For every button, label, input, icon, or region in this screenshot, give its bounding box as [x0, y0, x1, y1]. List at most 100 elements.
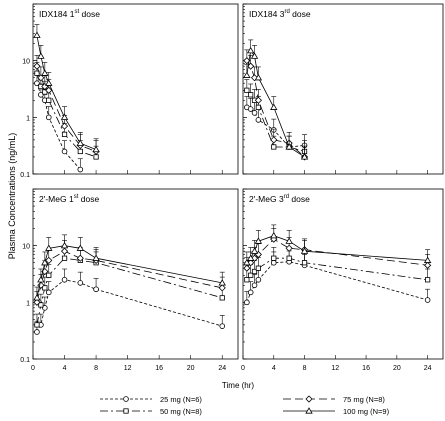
y-tick-label: 10 — [22, 59, 30, 66]
series-s25 — [34, 268, 226, 335]
legend-entry-s75: 75 mg (N=8) — [283, 395, 385, 404]
legend-label: 75 mg (N=8) — [343, 395, 385, 404]
data-point — [76, 244, 85, 251]
legend-marker — [305, 395, 313, 403]
series-s50 — [34, 62, 99, 160]
data-point — [423, 256, 432, 263]
data-point — [424, 297, 431, 303]
data-point — [254, 237, 263, 244]
y-tick-label: 1 — [26, 115, 30, 122]
series-s75 — [243, 49, 309, 161]
series-line-s50 — [36, 257, 223, 325]
data-point — [286, 255, 292, 261]
series-line-s25 — [36, 83, 81, 170]
data-point — [60, 113, 69, 120]
x-tick-label: 12 — [124, 365, 132, 372]
panel-top-left: 0.1 1 10 IDX184 1st dose — [20, 3, 239, 179]
data-point — [37, 74, 45, 82]
panel-title: IDX184 3rd dose — [249, 9, 311, 19]
data-point — [34, 80, 40, 87]
data-point — [250, 247, 259, 254]
data-point — [425, 277, 431, 283]
y-tick-label: 10 — [22, 244, 30, 251]
data-point — [251, 282, 258, 289]
panel-title-tail: dose — [290, 9, 311, 19]
data-point — [270, 259, 277, 266]
legend-entry-s100: 100 mg (N=9) — [283, 407, 390, 416]
data-point — [77, 280, 84, 286]
data-point — [248, 272, 254, 278]
data-point — [33, 294, 41, 301]
data-point — [219, 295, 225, 301]
series-s50 — [244, 79, 308, 155]
panel-title-main: IDX184 1 — [39, 9, 75, 19]
data-point — [285, 143, 293, 150]
legend-label: 100 mg (N=9) — [343, 407, 390, 416]
legend-entry-s50: 50 mg (N=8) — [100, 407, 202, 416]
data-point — [248, 92, 254, 98]
panel-title-sup: rd — [284, 194, 289, 200]
x-tick-label: 20 — [393, 365, 401, 372]
panel-bottom-right: 0 4 8 12 16 20 24 2'-MeG 3rd dose — [241, 188, 444, 372]
data-point — [246, 254, 255, 261]
data-point — [45, 289, 52, 296]
panel-frame — [242, 188, 444, 360]
panel-title-tail: dose — [289, 194, 310, 204]
legend-marker — [123, 396, 129, 402]
x-tick-label: 20 — [187, 365, 195, 372]
panel-title: 2'-MeG 3rd dose — [249, 194, 310, 204]
series-s100 — [33, 234, 226, 301]
y-tick-label: 0.1 — [20, 172, 30, 179]
data-point — [270, 103, 278, 110]
data-point — [33, 298, 41, 306]
data-point — [33, 31, 41, 38]
x-tick-label: 24 — [218, 365, 226, 372]
data-point — [243, 57, 251, 65]
panel-title-sup: st — [74, 194, 79, 200]
data-point — [424, 261, 432, 269]
data-point — [38, 91, 44, 98]
legend-label: 50 mg (N=8) — [160, 407, 202, 416]
x-axis-label: Time (hr) — [222, 381, 254, 390]
data-point — [247, 106, 254, 112]
data-point — [37, 52, 45, 59]
data-point — [45, 79, 53, 86]
data-point — [247, 289, 254, 296]
data-point — [301, 260, 308, 266]
data-point — [285, 237, 293, 244]
data-point — [255, 276, 262, 283]
data-point — [76, 139, 85, 146]
data-point — [60, 247, 69, 255]
data-point — [76, 254, 84, 262]
data-point — [45, 86, 53, 94]
legend: 25 mg (N=6) 75 mg (N=8) 50 mg (N=8) 100 mg … — [100, 395, 390, 416]
data-point — [38, 302, 44, 308]
x-tick-label: 16 — [362, 365, 370, 372]
data-point — [251, 110, 258, 116]
data-point — [219, 323, 226, 329]
data-point — [255, 117, 262, 123]
data-point — [45, 114, 52, 121]
panel-title: 2'-MeG 1st dose — [39, 194, 99, 204]
series-s100 — [33, 24, 100, 153]
panel-title-sup: st — [74, 9, 79, 15]
series-line-s100 — [36, 245, 223, 298]
data-point — [41, 69, 49, 76]
panel-top-right: IDX184 3rd dose — [242, 3, 444, 175]
x-tick-label: 8 — [94, 365, 98, 372]
data-point — [251, 268, 258, 275]
data-point — [60, 241, 69, 249]
data-point — [46, 97, 52, 103]
series-s100 — [243, 39, 309, 160]
y-tick-label: 1 — [26, 300, 30, 307]
legend-label: 25 mg (N=6) — [160, 395, 202, 404]
x-tick-label: 12 — [331, 365, 339, 372]
x-tick-label: 24 — [424, 365, 432, 372]
data-point — [45, 244, 53, 251]
panel-title-tail: dose — [79, 9, 100, 19]
data-point — [77, 148, 83, 155]
x-tick-label: 4 — [63, 365, 67, 372]
series-s50 — [34, 247, 225, 328]
data-point — [42, 285, 48, 291]
data-point — [300, 153, 309, 160]
